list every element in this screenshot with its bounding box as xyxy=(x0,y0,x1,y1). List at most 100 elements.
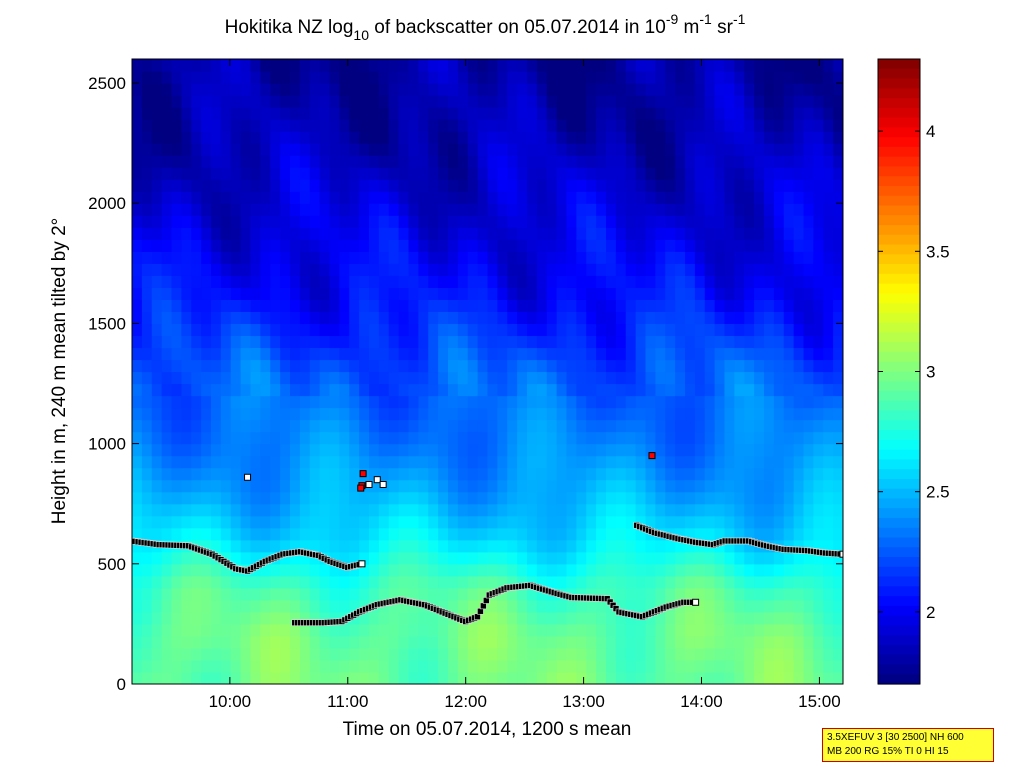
heatmap-cell xyxy=(833,335,843,349)
heatmap-cell xyxy=(823,107,834,120)
heatmap-cell xyxy=(655,443,666,457)
heatmap-cell xyxy=(833,419,843,433)
heatmap-cell xyxy=(201,383,212,397)
heatmap-cell xyxy=(754,59,765,72)
heatmap-cell xyxy=(191,71,202,84)
heatmap-cell xyxy=(201,623,212,637)
heatmap-cell xyxy=(754,155,765,168)
heatmap-cell xyxy=(359,671,370,684)
heatmap-cell xyxy=(734,119,745,132)
heatmap-cell xyxy=(299,107,311,120)
heatmap-cell xyxy=(615,539,627,553)
heatmap-cell xyxy=(408,383,419,397)
heatmap-cell xyxy=(299,251,311,264)
heatmap-cell xyxy=(349,359,360,373)
heatmap-cell xyxy=(803,467,814,481)
heatmap-cell xyxy=(467,119,479,132)
heatmap-cell xyxy=(546,131,558,144)
heatmap-cell xyxy=(191,467,202,481)
heatmap-cell xyxy=(546,95,558,108)
heatmap-cell xyxy=(586,443,597,457)
heatmap-cell xyxy=(428,287,439,300)
heatmap-cell xyxy=(359,503,370,517)
heatmap-cell xyxy=(230,203,242,216)
heatmap-cell xyxy=(378,107,390,120)
heatmap-cell xyxy=(250,83,261,96)
heatmap-cell xyxy=(319,239,331,252)
heatmap-cell xyxy=(388,539,400,553)
heatmap-cell xyxy=(734,443,745,457)
heatmap-cell xyxy=(369,95,380,108)
heatmap-cell xyxy=(793,119,805,132)
heatmap-cell xyxy=(655,551,666,565)
heatmap-cell xyxy=(161,83,173,96)
heatmap-cell xyxy=(645,479,656,493)
heatmap-cell xyxy=(675,131,686,144)
heatmap-cell xyxy=(793,59,805,72)
heatmap-cell xyxy=(764,71,775,84)
heatmap-cell xyxy=(132,107,143,120)
heatmap-cell xyxy=(359,359,370,373)
heatmap-cell xyxy=(201,599,212,613)
heatmap-cell xyxy=(803,131,814,144)
heatmap-cell xyxy=(596,407,607,421)
heatmap-cell xyxy=(833,623,843,637)
heatmap-cell xyxy=(576,83,587,96)
heatmap-cell xyxy=(586,587,597,601)
heatmap-cell xyxy=(230,587,242,601)
heatmap-cell xyxy=(220,479,232,493)
heatmap-cell xyxy=(457,419,469,433)
heatmap-cell xyxy=(803,155,814,168)
heatmap-cell xyxy=(329,503,340,517)
heatmap-cell xyxy=(457,407,469,421)
heatmap-cell xyxy=(724,527,735,541)
heatmap-cell xyxy=(744,335,755,349)
heatmap-cell xyxy=(556,647,568,661)
heatmap-cell xyxy=(734,515,745,529)
heatmap-cell xyxy=(240,311,252,325)
heatmap-cell xyxy=(675,551,686,565)
heatmap-cell xyxy=(487,323,498,337)
heatmap-cell xyxy=(477,275,489,288)
heatmap-cell xyxy=(270,407,281,421)
heatmap-cell xyxy=(665,671,676,684)
heatmap-cell xyxy=(211,587,222,601)
heatmap-cell xyxy=(724,107,735,120)
heatmap-cell xyxy=(309,335,321,349)
heatmap-cell xyxy=(665,371,676,385)
heatmap-cell xyxy=(615,431,627,445)
heatmap-cell xyxy=(606,419,617,433)
heatmap-cell xyxy=(378,515,390,529)
heatmap-cell xyxy=(250,467,261,481)
heatmap-cell xyxy=(418,155,429,168)
heatmap-cell xyxy=(803,383,814,397)
heatmap-cell xyxy=(418,611,429,625)
heatmap-cell xyxy=(655,251,666,264)
heatmap-cell xyxy=(309,167,321,180)
heatmap-cell xyxy=(724,239,735,252)
heatmap-cell xyxy=(359,131,370,144)
heatmap-cell xyxy=(754,383,765,397)
heatmap-cell xyxy=(290,119,301,132)
heatmap-cell xyxy=(378,647,390,661)
heatmap-cell xyxy=(694,563,706,577)
heatmap-cell xyxy=(181,623,192,637)
heatmap-cell xyxy=(477,155,489,168)
heatmap-cell xyxy=(497,443,508,457)
heatmap-cell xyxy=(467,191,479,204)
heatmap-cell xyxy=(823,671,834,684)
heatmap-cell xyxy=(467,587,479,601)
heatmap-cell xyxy=(527,395,538,409)
heatmap-cell xyxy=(141,479,153,493)
heatmap-cell xyxy=(220,395,232,409)
heatmap-cell xyxy=(497,263,508,276)
heatmap-cell xyxy=(457,623,469,637)
heatmap-cell xyxy=(704,251,716,264)
heatmap-cell xyxy=(339,479,350,493)
heatmap-cell xyxy=(388,107,400,120)
heatmap-cell xyxy=(467,395,479,409)
heatmap-cell xyxy=(833,143,843,156)
heatmap-cell xyxy=(299,179,311,192)
heatmap-cell xyxy=(171,407,182,421)
heatmap-cell xyxy=(586,659,597,673)
